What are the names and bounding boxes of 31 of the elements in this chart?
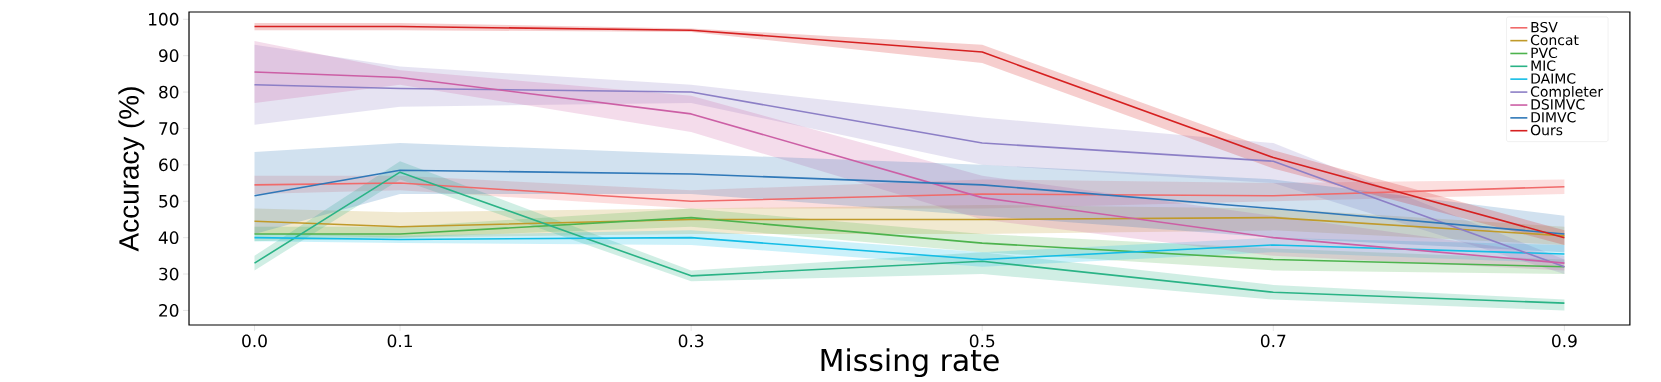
y-tick-label: 20	[159, 304, 179, 317]
line-series	[253, 216, 1566, 237]
y-axis-title: Accuracy (%)	[118, 87, 145, 252]
y-tick-label: 50	[159, 194, 179, 208]
y-tick-label: 100	[149, 12, 179, 26]
y-tick-label: 40	[158, 231, 179, 245]
x-tick-label: 0.1	[387, 334, 412, 348]
y-tick-label: 60	[159, 158, 179, 172]
x-tick-label: 0.3	[678, 334, 704, 348]
legend-label: BSV	[1531, 21, 1558, 33]
x-tick-label: 0.0	[242, 334, 267, 348]
line-series	[253, 169, 1566, 235]
legend-label: Completer	[1530, 86, 1604, 100]
legend-label: PVC	[1531, 47, 1558, 59]
y-tick-label: 70	[159, 122, 179, 135]
legend-label: DAIMC	[1531, 73, 1576, 84]
x-tick-label: 0.5	[969, 334, 995, 348]
legend-label: DSIMVC	[1531, 99, 1585, 110]
line-series	[253, 236, 1566, 261]
legend-label: MIC	[1531, 60, 1556, 71]
legend-label: Concat	[1530, 34, 1579, 46]
line-series	[253, 182, 1566, 203]
legend-label: Ours	[1530, 124, 1563, 136]
y-tick-label: 90	[159, 49, 179, 63]
y-tick-label: 30	[159, 267, 179, 281]
y-tick-label: 80	[159, 85, 179, 99]
line-series	[253, 216, 1566, 268]
x-tick-label: 0.7	[1260, 334, 1286, 348]
x-axis-title: Missing rate	[821, 348, 999, 378]
legend-label: DIMVC	[1531, 111, 1576, 123]
x-tick-label: 0.9	[1552, 334, 1577, 348]
